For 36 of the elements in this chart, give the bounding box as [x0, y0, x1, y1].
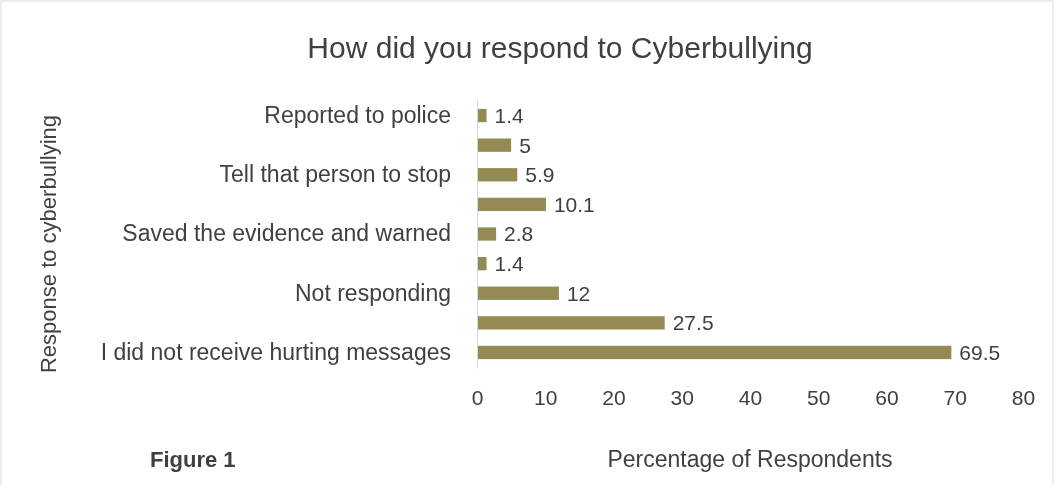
- y-axis-title: Response to cyberbullying: [36, 114, 61, 374]
- chart-title: How did you respond to Cyberbullying: [307, 31, 813, 64]
- y-tick-label: I did not receive hurting messages: [100, 338, 451, 365]
- x-tick-label: 30: [670, 385, 694, 409]
- data-label: 1.4: [494, 103, 525, 127]
- data-label: 27.5: [672, 311, 714, 335]
- data-label: 2.8: [504, 222, 534, 246]
- bar: [477, 345, 952, 360]
- bar: [477, 227, 497, 241]
- data-label: 69.5: [959, 340, 1001, 364]
- bar: [477, 197, 546, 212]
- caption: Figure 1: [150, 447, 236, 472]
- x-tick-label: 40: [738, 385, 763, 409]
- x-tick-label: 80: [1011, 385, 1036, 409]
- x-tick-label: 0: [471, 385, 484, 409]
- bar: [477, 256, 487, 271]
- y-tick-label: Not responding: [295, 279, 451, 306]
- x-tick-label: 50: [807, 385, 831, 409]
- y-tick-label: Tell that person to stop: [219, 161, 451, 188]
- y-tick-label: Saved the evidence and warned: [122, 220, 451, 247]
- bar: [477, 286, 559, 300]
- x-tick-label: 70: [943, 385, 967, 409]
- bar: [477, 316, 665, 330]
- x-tick-label: 20: [602, 385, 626, 409]
- data-label: 10.1: [553, 192, 595, 216]
- data-label: 1.4: [494, 251, 525, 275]
- y-tick-label: Reported to police: [264, 101, 451, 128]
- bar: [477, 138, 512, 152]
- data-label: 5: [519, 133, 531, 157]
- x-tick-label: 10: [534, 385, 558, 409]
- bar: [477, 168, 518, 182]
- data-label: 12: [566, 281, 591, 305]
- bar: [477, 108, 487, 123]
- x-axis-title: Percentage of Respondents: [607, 446, 893, 472]
- x-tick-label: 60: [875, 385, 899, 409]
- data-label: 5.9: [525, 163, 555, 187]
